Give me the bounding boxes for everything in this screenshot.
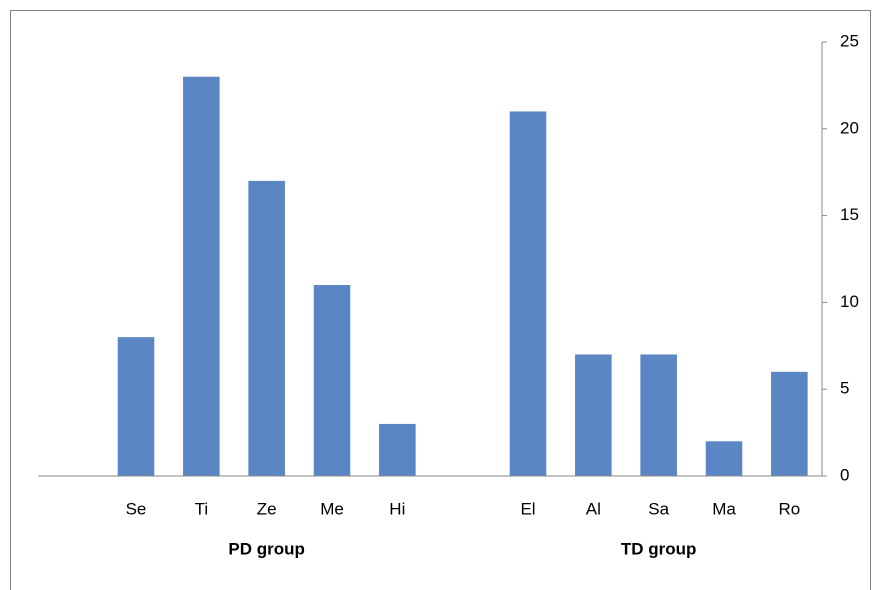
bar <box>706 441 743 476</box>
x-tick-label: Al <box>586 499 601 518</box>
x-tick-label: Ro <box>778 499 800 518</box>
x-tick-label: Sa <box>648 499 669 518</box>
group-label: PD group <box>228 539 305 558</box>
chart: 0 5 10 15 20 25 Se Ti Ze Me Hi El Al Sa Ma Ro PD group TD… <box>0 0 880 590</box>
y-tick-label: 25 <box>840 31 859 50</box>
bar <box>118 337 155 476</box>
group-label: TD group <box>621 539 697 558</box>
x-tick-label: Ze <box>257 499 277 518</box>
y-tick-label: 5 <box>840 379 849 398</box>
y-tick-label: 10 <box>840 292 859 311</box>
bar <box>183 77 220 476</box>
bar <box>640 354 677 476</box>
x-tick-label: Hi <box>389 499 405 518</box>
bar <box>510 111 547 476</box>
x-tick-label: El <box>520 499 535 518</box>
bar <box>248 181 285 476</box>
y-tick-label: 0 <box>840 465 849 484</box>
x-tick-label: Me <box>320 499 344 518</box>
x-tick-label: Ma <box>712 499 736 518</box>
x-tick-label: Se <box>126 499 147 518</box>
bar <box>575 354 612 476</box>
bar <box>771 372 808 476</box>
page: {"chart_data": {"type": "bar", "categori… <box>0 0 880 590</box>
y-tick-label: 20 <box>840 118 859 137</box>
bar <box>379 424 416 476</box>
bar <box>314 285 351 476</box>
x-tick-label: Ti <box>195 499 209 518</box>
y-tick-label: 15 <box>840 205 859 224</box>
